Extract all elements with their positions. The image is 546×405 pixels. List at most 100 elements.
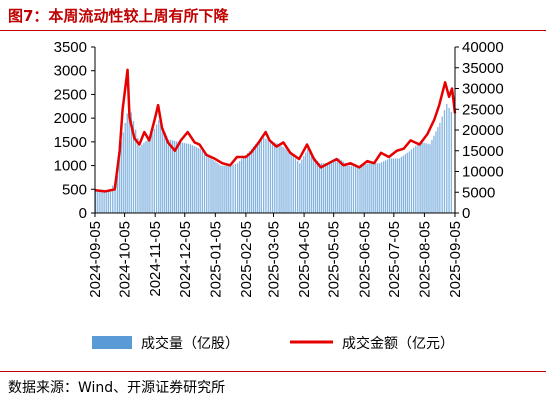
volume-bar — [201, 150, 204, 213]
x-tick-label: 2024-11-05 — [147, 221, 164, 297]
volume-bar — [408, 151, 410, 213]
left-axis-tick-labels: 0 500 1000 1500 2000 2500 3000 3500 — [54, 39, 87, 222]
x-tick-label: 2025-04-05 — [296, 221, 313, 298]
volume-bar — [316, 160, 319, 213]
volume-bar — [398, 158, 401, 213]
volume-bar — [425, 143, 427, 213]
volume-bar — [112, 185, 114, 213]
right-tick-label: 15000 — [462, 143, 504, 160]
left-tick-label: 0 — [79, 205, 87, 222]
volume-bar — [162, 128, 164, 213]
volume-bar — [97, 189, 99, 213]
legend-volume-label: 成交量（亿股） — [141, 335, 239, 352]
volume-bar — [114, 180, 116, 213]
volume-bar — [396, 158, 399, 213]
x-tick-label: 2025-03-05 — [266, 221, 283, 298]
volume-bar — [216, 162, 218, 213]
volume-bar — [450, 111, 453, 213]
volume-bar — [239, 161, 241, 213]
volume-bar — [309, 151, 311, 213]
volume-bar — [212, 159, 214, 213]
axis-ticks — [91, 46, 459, 217]
volume-bar — [189, 144, 191, 213]
volume-bar — [417, 143, 419, 213]
volume-bar — [352, 165, 355, 213]
volume-bar — [377, 163, 379, 213]
volume-bar — [232, 164, 234, 213]
volume-bar — [124, 122, 126, 213]
left-tick-label: 2000 — [54, 110, 87, 127]
volume-bar — [199, 148, 201, 213]
volume-bar — [394, 158, 397, 213]
x-tick-label: 2025-09-05 — [447, 221, 464, 298]
volume-bar — [234, 163, 237, 213]
left-tick-label: 1500 — [54, 134, 87, 151]
volume-bar — [390, 158, 393, 213]
volume-bar — [421, 142, 423, 213]
volume-bars — [95, 103, 453, 213]
volume-bar — [400, 157, 403, 213]
volume-bar — [402, 155, 405, 213]
volume-bar — [383, 161, 385, 213]
volume-bar — [147, 139, 149, 213]
volume-bar — [369, 163, 371, 213]
volume-bar — [222, 165, 224, 213]
x-tick-label: 2024-12-05 — [177, 221, 194, 298]
volume-bar — [435, 131, 437, 213]
volume-bar — [214, 161, 216, 213]
x-tick-label: 2025-01-05 — [207, 221, 224, 298]
volume-bar — [312, 156, 315, 213]
volume-bar — [431, 139, 433, 213]
volume-bar — [260, 137, 262, 213]
volume-bar — [164, 131, 166, 213]
volume-bar — [109, 190, 112, 213]
volume-bar — [143, 142, 145, 213]
figure-title: 图7：本周流动性较上周有所下降 — [8, 7, 229, 25]
volume-bar — [254, 144, 257, 213]
right-tick-label: 40000 — [462, 39, 504, 56]
source-divider — [0, 371, 546, 372]
right-tick-label: 25000 — [462, 101, 504, 118]
volume-bar — [252, 146, 255, 213]
volume-bar — [441, 116, 443, 213]
volume-bar — [242, 157, 245, 213]
volume-bar — [354, 165, 357, 213]
right-tick-label: 10000 — [462, 164, 504, 181]
volume-bar — [303, 156, 305, 213]
right-tick-label: 5000 — [462, 184, 495, 201]
volume-bar — [286, 149, 288, 213]
volume-bar — [320, 163, 323, 213]
volume-bar — [99, 189, 101, 213]
volume-bar — [185, 143, 188, 213]
volume-bar — [128, 103, 130, 213]
volume-bar — [228, 165, 230, 213]
volume-bar — [288, 151, 290, 213]
volume-bar — [153, 128, 155, 213]
volume-bar — [155, 124, 158, 213]
right-tick-label: 30000 — [462, 81, 504, 98]
volume-bar — [105, 189, 107, 213]
left-tick-label: 1000 — [54, 158, 87, 175]
volume-bar — [350, 165, 352, 213]
volume-bar — [95, 189, 97, 213]
left-tick-label: 500 — [62, 181, 87, 198]
volume-bar — [326, 163, 329, 213]
volume-bar — [386, 159, 389, 213]
legend-volume-swatch — [92, 336, 132, 349]
right-tick-label: 35000 — [462, 60, 504, 77]
volume-bar — [404, 154, 406, 213]
volume-bar — [224, 165, 226, 213]
volume-bar — [203, 152, 206, 213]
volume-bar — [357, 165, 359, 213]
x-tick-label: 2025-05-05 — [326, 221, 343, 298]
volume-bar — [263, 137, 265, 213]
volume-bar — [448, 107, 450, 213]
volume-bar — [101, 189, 103, 213]
legend: 成交量（亿股） 成交金额（亿元） — [92, 335, 454, 352]
volume-bar — [367, 163, 369, 213]
volume-bar — [371, 163, 373, 213]
volume-bar — [226, 165, 228, 213]
volume-bar — [265, 138, 267, 213]
volume-bar — [269, 140, 272, 213]
volume-bar — [307, 148, 309, 213]
